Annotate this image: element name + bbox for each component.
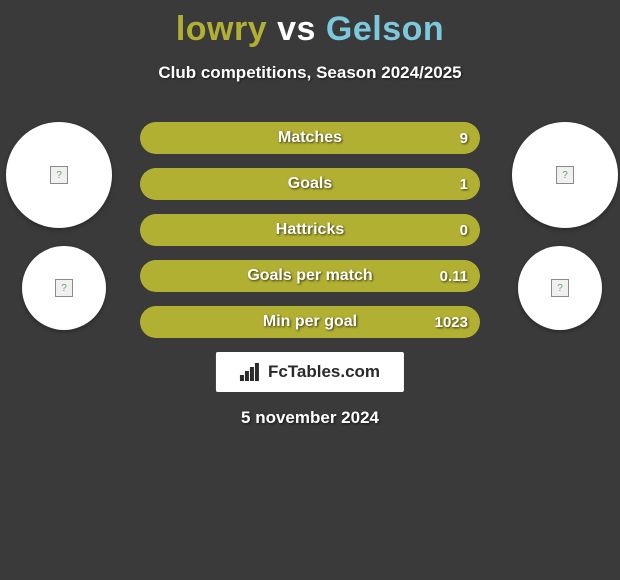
broken-image-icon: ? [50,166,68,184]
subtitle: Club competitions, Season 2024/2025 [0,63,620,83]
branding-badge: FcTables.com [216,352,404,392]
stat-label: Matches [278,129,342,147]
broken-image-icon: ? [551,279,569,297]
player1-club-logo: ? [22,246,106,330]
player1-avatar: ? [6,122,112,228]
stat-label: Hattricks [276,221,344,239]
stat-row: Min per goal 1023 [140,306,480,338]
player1-name: lowry [176,10,267,48]
stat-right-value: 1023 [435,314,468,331]
stat-right-value: 0.11 [440,268,468,285]
stat-label: Goals per match [247,267,372,285]
stat-right-value: 0 [460,222,468,239]
right-avatars: ? ? [512,122,618,330]
stat-right-value: 9 [460,130,468,147]
player2-club-logo: ? [518,246,602,330]
stat-row: Matches 9 [140,122,480,154]
stat-row: Goals per match 0.11 [140,260,480,292]
left-avatars: ? ? [6,122,112,330]
date-label: 5 november 2024 [241,408,379,428]
fctables-icon [240,363,262,381]
broken-image-icon: ? [556,166,574,184]
player2-name: Gelson [326,10,444,48]
stats-panel: Matches 9 Goals 1 Hattricks 0 Goals per match 0… [140,122,480,338]
stat-row: Goals 1 [140,168,480,200]
comparison-title: lowry vs Gelson [0,0,620,49]
branding-text: FcTables.com [268,362,380,382]
stat-row: Hattricks 0 [140,214,480,246]
stat-label: Min per goal [263,313,357,331]
player2-avatar: ? [512,122,618,228]
broken-image-icon: ? [55,279,73,297]
stat-label: Goals [288,175,332,193]
stat-right-value: 1 [460,176,468,193]
vs-text: vs [277,10,316,48]
